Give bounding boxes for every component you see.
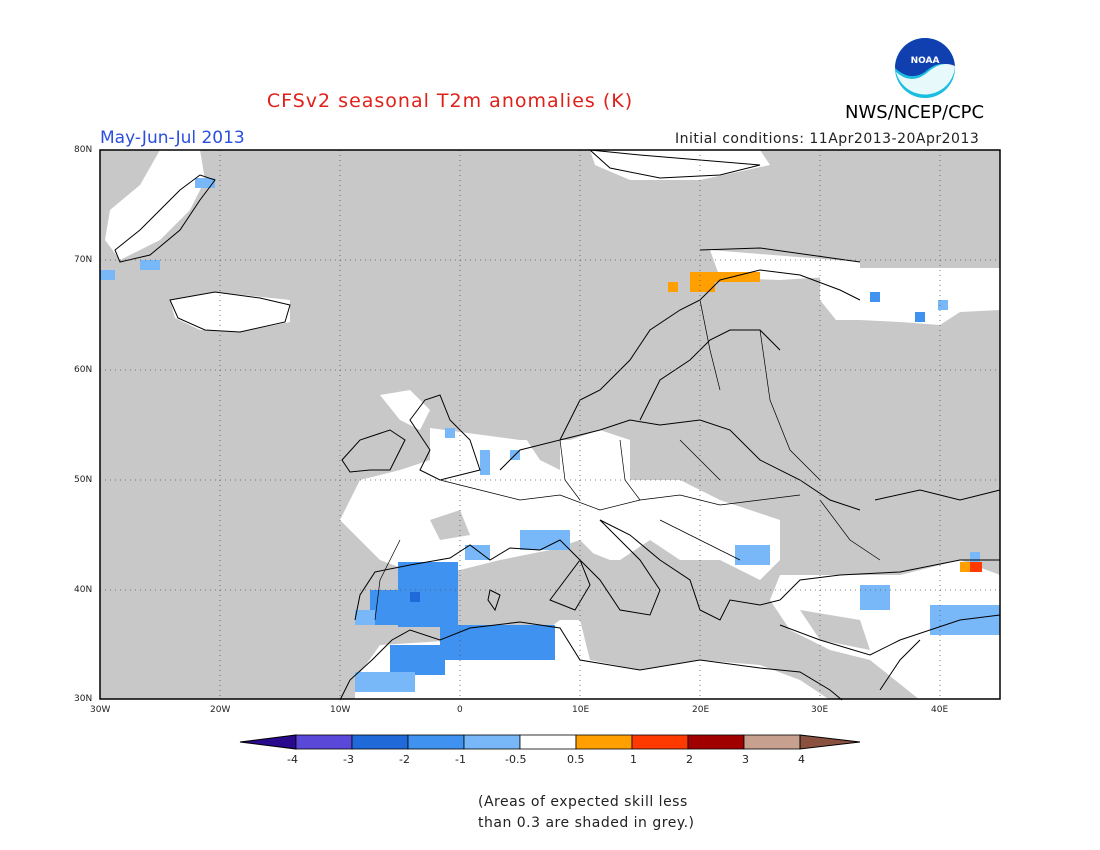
colorbar-label: -4 (287, 753, 298, 766)
lat-label: 40N (74, 585, 93, 595)
colorbar-label: 3 (742, 753, 749, 766)
colorbar-label: 4 (798, 753, 805, 766)
lon-label: 30E (811, 705, 829, 715)
season-label: May-Jun-Jul 2013 (100, 128, 245, 148)
noaa-logo-icon: NOAA (895, 38, 955, 98)
lon-label: 0 (457, 705, 463, 715)
colorbar-label: 2 (686, 753, 693, 766)
colorbar-swatch (575, 734, 633, 750)
agency-label: NWS/NCEP/CPC (845, 102, 985, 123)
lon-label: 20E (692, 705, 710, 715)
lon-label: 10W (330, 705, 351, 715)
colorbar-swatch (519, 734, 577, 750)
gridlines (100, 150, 1000, 699)
skill-note-line: (Areas of expected skill less (478, 794, 688, 810)
lat-label: 80N (74, 145, 93, 155)
lat-label: 70N (74, 255, 93, 265)
map-frame (99, 149, 1001, 700)
colorbar-label: -0.5 (505, 753, 527, 766)
colorbar-min-arrow (239, 734, 297, 750)
skill-note: (Areas of expected skill less than 0.3 a… (478, 792, 695, 834)
colorbar-swatch (463, 734, 521, 750)
colorbar-swatch (687, 734, 745, 750)
map-title: CFSv2 seasonal T2m anomalies (K) (266, 90, 634, 112)
colorbar-swatch (351, 734, 409, 750)
colorbar-max-arrow (799, 734, 861, 750)
lon-label: 10E (572, 705, 590, 715)
lat-label: 50N (74, 475, 93, 485)
negative-anomaly-areas (100, 178, 1000, 692)
colorbar-label: 0.5 (567, 753, 585, 766)
positive-anomaly-areas (668, 272, 982, 572)
colorbar-label: 1 (630, 753, 637, 766)
lat-label: 30N (74, 694, 93, 704)
colorbar (239, 734, 861, 750)
colorbar-label: -3 (343, 753, 354, 766)
lon-label: 20W (210, 705, 231, 715)
initial-conditions-label: Initial conditions: 11Apr2013-20Apr2013 (675, 131, 980, 147)
logo-text: NOAA (911, 56, 940, 66)
colorbar-label: -1 (455, 753, 466, 766)
colorbar-swatch (631, 734, 689, 750)
colorbar-swatch (295, 734, 353, 750)
lon-label: 40E (931, 705, 949, 715)
lon-label: 30W (90, 705, 111, 715)
grey-skill-patches (430, 430, 870, 650)
colorbar-label: -2 (399, 753, 410, 766)
lat-label: 60N (74, 365, 93, 375)
colorbar-swatch (743, 734, 801, 750)
colorbar-swatch (407, 734, 465, 750)
skill-note-line: than 0.3 are shaded in grey.) (478, 815, 695, 831)
